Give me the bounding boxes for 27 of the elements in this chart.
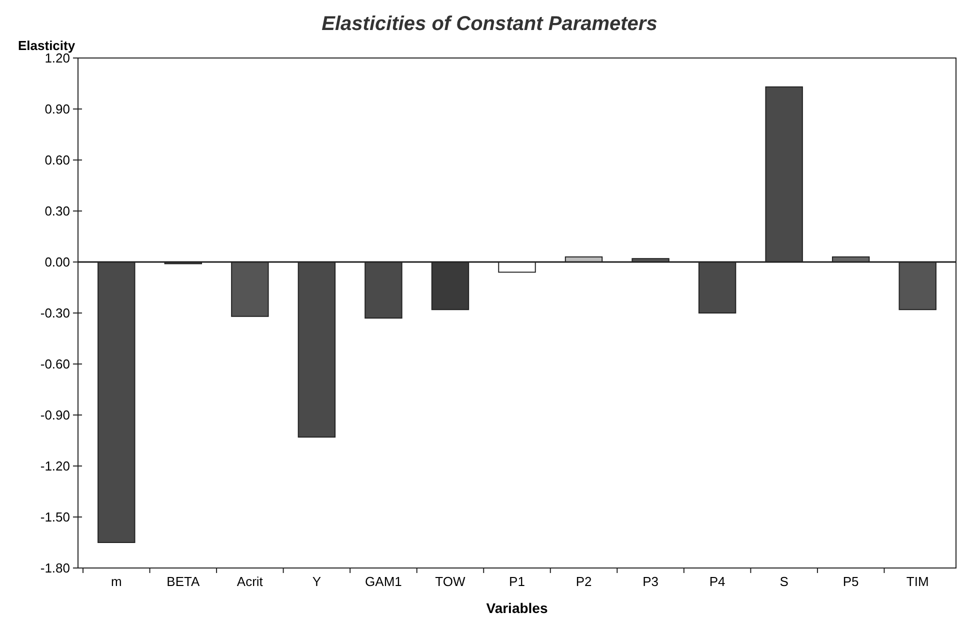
x-tick-label: S xyxy=(780,574,789,589)
y-axis-title: Elasticity xyxy=(18,38,76,53)
y-tick-label: 1.20 xyxy=(44,50,70,66)
y-tick-label: 0.90 xyxy=(44,102,70,117)
y-tick-label: -1.50 xyxy=(40,510,70,525)
x-tick-label: BETA xyxy=(166,574,200,589)
x-tick-label: P2 xyxy=(576,574,592,589)
chart-title: Elasticities of Constant Parameters xyxy=(322,13,658,35)
x-tick-label: P4 xyxy=(709,574,726,589)
x-tick-label: GAM1 xyxy=(365,574,402,589)
x-tick-label: P5 xyxy=(842,574,859,589)
y-tick-label: -0.90 xyxy=(40,408,70,423)
y-tick-label: -0.30 xyxy=(40,306,70,321)
y-tick-label: -1.20 xyxy=(40,458,70,474)
y-tick-label: 0.00 xyxy=(44,254,70,270)
x-axis-title: Variables xyxy=(486,600,548,616)
x-tick-label: TOW xyxy=(435,574,466,589)
y-tick-label: -1.80 xyxy=(40,560,70,576)
x-tick-label: Acrit xyxy=(236,574,264,589)
y-tick-label: 0.30 xyxy=(44,204,70,219)
x-tick-label: TIM xyxy=(906,574,929,589)
x-tick-label: P3 xyxy=(642,574,658,589)
x-tick-label: P1 xyxy=(509,574,525,589)
y-tick-label: -0.60 xyxy=(40,356,70,372)
y-tick-label: 0.60 xyxy=(44,152,70,168)
x-tick-label: Y xyxy=(312,574,322,589)
x-tick-label: m xyxy=(110,574,122,589)
